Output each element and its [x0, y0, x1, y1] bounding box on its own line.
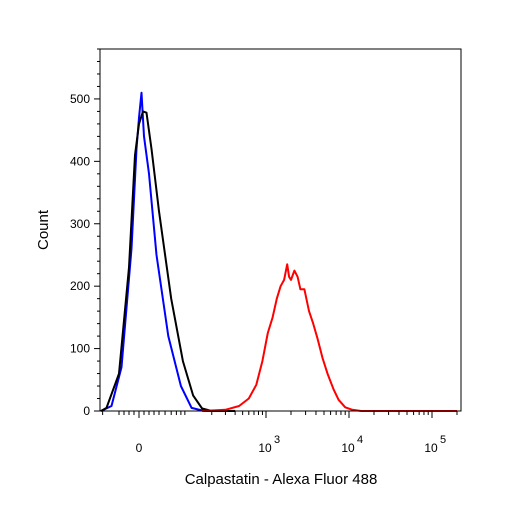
plot-frame	[99, 48, 462, 412]
y-tick-labels: 0 100 200 300 400 500	[70, 92, 90, 418]
svg-text:0: 0	[136, 441, 143, 455]
x-tick-label: 0	[136, 441, 143, 455]
series-layer	[100, 91, 457, 412]
series-line-1	[100, 91, 226, 412]
y-tick-label: 500	[70, 92, 90, 106]
x-tick-exponent: 3	[274, 434, 280, 446]
y-tick-label: 200	[70, 279, 90, 293]
y-axis-label: Count	[35, 209, 52, 250]
y-tick-label: 300	[70, 217, 90, 231]
y-tick-label: 100	[70, 342, 90, 356]
x-tick-label: 105	[424, 434, 446, 455]
x-axis-label: Calpastatin - Alexa Fluor 488	[185, 471, 378, 488]
series-line-2	[100, 110, 236, 412]
x-tick-exponent: 4	[357, 434, 363, 446]
svg-text:10: 10	[258, 441, 272, 455]
tick-layer	[94, 48, 458, 418]
svg-text:10: 10	[424, 441, 438, 455]
svg-text:10: 10	[341, 441, 355, 455]
x-tick-label: 104	[341, 434, 363, 455]
x-tick-exponent: 5	[440, 434, 446, 446]
series-line-3	[202, 263, 457, 412]
x-tick-label: 103	[258, 434, 280, 455]
y-tick-label: 400	[70, 154, 90, 168]
y-tick-label: 0	[83, 404, 90, 418]
